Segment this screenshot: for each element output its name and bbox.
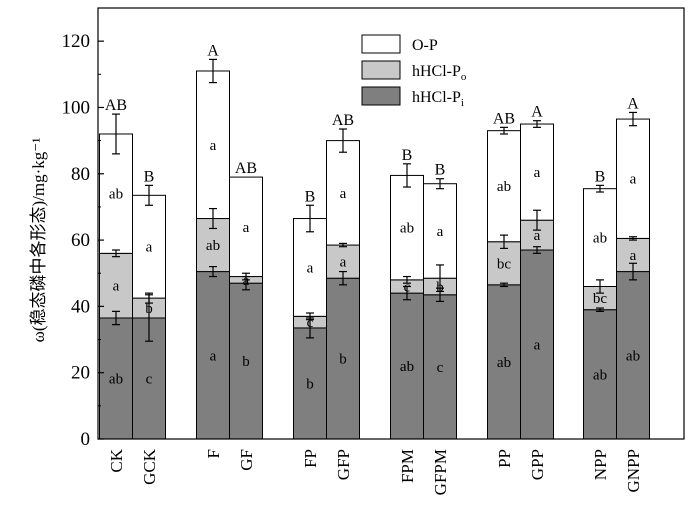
x-tick-label: GF <box>237 449 256 471</box>
segment-label: ab <box>400 359 414 375</box>
bars-layer <box>99 70 650 440</box>
legend: O-P hHCl-Po hHCl-Pi <box>361 34 467 109</box>
x-tick-label: NPP <box>591 449 610 480</box>
total-significance-letter: B <box>305 188 316 205</box>
segment-label: ab <box>109 371 123 387</box>
segment-label: a <box>437 224 444 240</box>
segment-label: b <box>145 301 153 317</box>
bar-segment-hhcl-pi-gf <box>229 282 263 440</box>
segment-label: a <box>534 165 541 181</box>
segment-label: c <box>146 371 153 387</box>
segment-label: a <box>630 172 637 188</box>
bar-segment-o-p-f <box>196 70 230 220</box>
segment-label: a <box>113 279 120 295</box>
bar-segment-o-p-pp <box>487 130 521 243</box>
bar-segment-hhcl-po-ck <box>99 252 133 319</box>
bar-segment-hhcl-pi-gfpm <box>423 294 457 440</box>
bar-segment-o-p-gf <box>229 176 263 278</box>
bar-segment-hhcl-pi-gfp <box>326 277 360 440</box>
segment-label: b <box>436 279 444 295</box>
y-tick-label: 100 <box>62 97 91 118</box>
total-significance-letter: B <box>144 168 155 185</box>
segment-label: ab <box>206 238 220 254</box>
bar-segment-hhcl-pi-fpm <box>390 292 424 440</box>
y-tick-label: 40 <box>71 296 90 317</box>
plot-frame <box>97 7 685 440</box>
axes-layer: CK GCK F GF FP GFP FPM GFPM PP GPP NPP GNPP 0 20 40 60 8… <box>62 7 685 495</box>
segment-label: a <box>243 220 250 236</box>
segment-label: bc <box>593 291 608 307</box>
segment-label: a <box>630 248 637 264</box>
y-tick-label: 120 <box>62 31 91 52</box>
segment-label: a <box>534 338 541 354</box>
y-tick-label: 20 <box>71 363 90 384</box>
segment-label: a <box>307 260 314 276</box>
segment-label: a <box>146 240 153 256</box>
segment-label: c <box>404 279 411 295</box>
legend-swatch-hhcl-po <box>361 60 401 80</box>
segment-labels-layer: abaabABcbaBaabaAbaaABbcaBbaaABabcabBcbaB… <box>105 42 640 392</box>
segment-label: ab <box>109 187 123 203</box>
total-significance-letter: A <box>627 95 639 112</box>
segment-label: ab <box>497 355 511 371</box>
x-tick-label: F <box>204 449 223 458</box>
x-tick-label: PP <box>495 449 514 468</box>
legend-label: O-P <box>412 37 438 54</box>
segment-label: b <box>339 352 347 368</box>
bar-segment-o-p-gpp <box>520 123 554 221</box>
bar-segment-hhcl-pi-ck <box>99 317 133 440</box>
error-bars-layer <box>112 58 637 342</box>
total-significance-letter: AB <box>105 97 127 114</box>
segment-label: a <box>340 255 347 271</box>
total-significance-letter: A <box>531 104 543 121</box>
total-significance-letter: B <box>435 162 446 179</box>
bar-segment-hhcl-pi-gnpp <box>616 271 650 440</box>
segment-label: b <box>242 354 250 370</box>
total-significance-letter: AB <box>235 160 257 177</box>
segment-label: a <box>534 228 541 244</box>
legend-swatch-hhcl-pi <box>361 86 401 106</box>
segment-label: bc <box>497 256 512 272</box>
x-tick-label: GNPP <box>624 449 643 492</box>
legend-label: hHCl-Po <box>412 63 467 83</box>
x-tick-label: GFP <box>334 449 353 480</box>
total-significance-letter: B <box>595 168 606 185</box>
legend-swatch-o-p <box>361 34 401 54</box>
total-significance-letter: B <box>402 147 413 164</box>
segment-label: a <box>210 348 217 364</box>
legend-label: hHCl-Pi <box>412 89 464 109</box>
bar-segment-o-p-gfpm <box>423 183 457 279</box>
total-significance-letter: AB <box>332 112 354 129</box>
segment-label: a <box>243 273 250 289</box>
bar-segment-hhcl-pi-gck <box>132 317 166 440</box>
y-tick-label: 80 <box>71 164 90 185</box>
y-tick-label: 0 <box>81 429 91 450</box>
segment-label: ab <box>593 231 607 247</box>
segment-label: ab <box>497 179 511 195</box>
x-tick-label: GFPM <box>431 449 450 495</box>
bar-segment-hhcl-pi-npp <box>583 309 617 440</box>
segment-label: ab <box>400 221 414 237</box>
y-axis-label: ω(稳态磷中各形态)/mg·kg⁻¹ <box>29 138 48 343</box>
bar-segment-o-p-gfp <box>326 140 360 246</box>
bar-segment-o-p-fpm <box>390 174 424 281</box>
segment-label: ab <box>626 348 640 364</box>
x-tick-label: FP <box>301 449 320 468</box>
x-tick-label: GCK <box>140 448 159 485</box>
segment-label: a <box>210 138 217 154</box>
x-tick-label: GPP <box>528 449 547 480</box>
x-tick-label: FPM <box>398 449 417 483</box>
segment-label: b <box>306 376 314 392</box>
segment-label: a <box>340 186 347 202</box>
segment-label: c <box>437 360 444 376</box>
segment-label: ab <box>593 367 607 383</box>
y-tick-label: 60 <box>71 230 90 251</box>
total-significance-letter: AB <box>493 110 515 127</box>
x-tick-label: CK <box>107 448 126 472</box>
segment-label: c <box>307 315 314 331</box>
total-significance-letter: A <box>207 42 219 59</box>
